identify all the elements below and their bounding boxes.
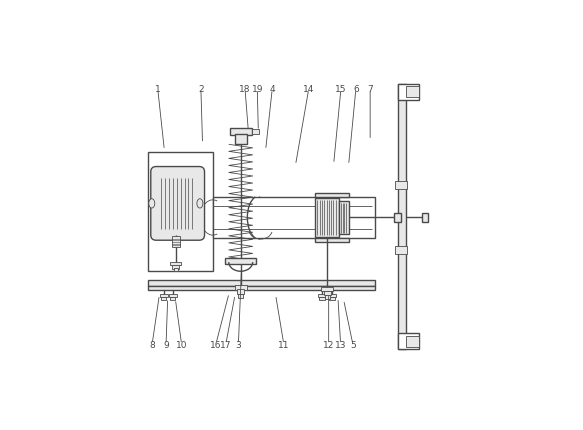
Bar	[398, 85, 406, 350]
Bar	[230, 129, 252, 136]
Bar	[324, 292, 331, 295]
Bar	[422, 213, 429, 223]
Ellipse shape	[149, 199, 154, 209]
Bar	[147, 153, 212, 272]
Bar	[147, 286, 375, 291]
Bar	[318, 294, 326, 298]
Bar	[339, 202, 349, 235]
Bar	[328, 294, 336, 298]
Bar	[171, 237, 180, 247]
Bar	[170, 298, 175, 301]
Bar	[252, 130, 259, 135]
Text: 17: 17	[220, 340, 231, 349]
Bar	[235, 135, 247, 144]
Text: 4: 4	[269, 85, 275, 94]
Text: 1: 1	[155, 85, 161, 94]
Bar	[398, 334, 419, 350]
Text: 5: 5	[350, 340, 356, 349]
Text: 2: 2	[198, 85, 203, 94]
Bar	[315, 194, 349, 197]
Bar	[147, 281, 375, 287]
Bar	[315, 199, 339, 237]
Bar	[212, 197, 375, 239]
Ellipse shape	[197, 199, 203, 209]
Text: 12: 12	[323, 340, 334, 349]
Bar	[160, 294, 168, 298]
Text: 11: 11	[278, 340, 290, 349]
Text: 15: 15	[335, 85, 347, 94]
Bar	[406, 87, 419, 98]
FancyBboxPatch shape	[151, 167, 205, 241]
Bar	[174, 268, 178, 272]
Bar	[315, 239, 349, 243]
Bar	[321, 287, 333, 292]
Bar	[237, 290, 244, 294]
Bar	[168, 294, 177, 298]
Text: 18: 18	[239, 85, 251, 94]
Bar	[394, 213, 401, 223]
Text: 6: 6	[353, 85, 359, 94]
Bar	[395, 181, 407, 190]
Bar	[329, 298, 335, 301]
Bar	[319, 298, 325, 301]
Text: 19: 19	[251, 85, 263, 94]
Bar	[398, 85, 419, 101]
Text: 8: 8	[149, 340, 155, 349]
Bar	[173, 266, 179, 269]
Bar	[238, 294, 243, 298]
Text: 9: 9	[163, 340, 169, 349]
Bar	[235, 286, 247, 290]
Bar	[406, 336, 419, 347]
Bar	[395, 246, 407, 255]
Text: 14: 14	[303, 85, 314, 94]
Text: 10: 10	[176, 340, 187, 349]
Text: 3: 3	[236, 340, 241, 349]
Bar	[161, 298, 166, 301]
Text: 13: 13	[335, 340, 346, 349]
Text: 7: 7	[367, 85, 373, 94]
Bar	[325, 295, 329, 299]
Bar	[226, 258, 256, 264]
Bar	[170, 262, 181, 266]
Text: 16: 16	[210, 340, 222, 349]
